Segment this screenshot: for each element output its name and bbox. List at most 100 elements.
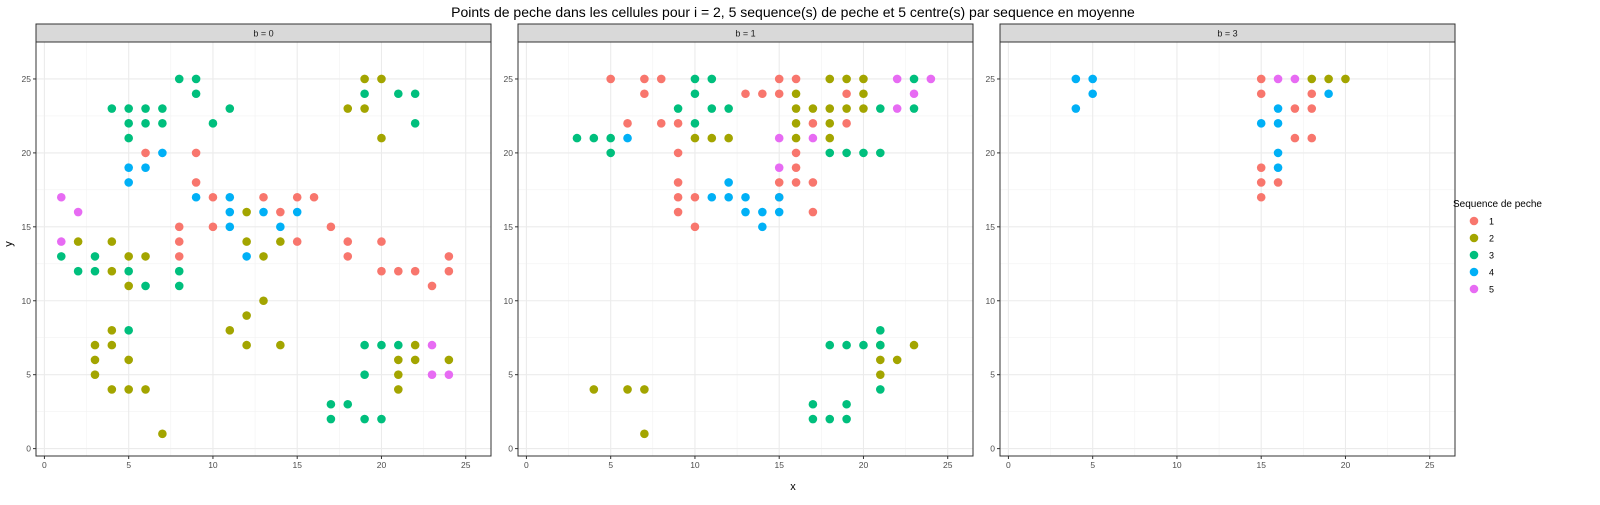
data-point-seq-1 [656, 74, 666, 84]
x-tick-label: 5 [126, 460, 131, 470]
x-tick-label: 15 [774, 460, 784, 470]
data-point-seq-3 [90, 252, 100, 261]
data-point-seq-1 [377, 237, 386, 246]
data-point-seq-2 [90, 355, 100, 365]
data-point-seq-2 [141, 252, 150, 261]
data-point-seq-3 [124, 104, 133, 113]
data-point-seq-4 [758, 222, 767, 232]
data-point-seq-4 [724, 192, 733, 202]
data-point-seq-1 [673, 148, 683, 158]
data-point-seq-1 [191, 178, 201, 187]
legend-entry-label: 3 [1489, 251, 1494, 261]
x-tick-label: 0 [1006, 460, 1011, 470]
data-point-seq-3 [326, 414, 336, 424]
plot-background [36, 42, 491, 456]
chart-title: Points de peche dans les cellules pour i… [451, 4, 1135, 20]
panel-border [999, 41, 1456, 457]
data-point-seq-2 [825, 74, 835, 84]
data-point-seq-3 [690, 119, 700, 128]
data-point-seq-3 [141, 104, 150, 113]
data-point-seq-3 [56, 252, 66, 261]
data-point-seq-3 [394, 340, 403, 350]
data-point-seq-2 [242, 207, 251, 217]
x-tick-label: 0 [524, 460, 529, 470]
facet-strip-label: b = 3 [1217, 29, 1237, 39]
y-tick-label: 5 [26, 370, 31, 380]
data-point-seq-1 [377, 266, 386, 276]
y-tick-label: 0 [508, 444, 513, 454]
data-point-seq-4 [774, 192, 784, 202]
data-point-seq-2 [724, 133, 733, 143]
data-point-seq-3 [673, 104, 683, 113]
data-point-seq-2 [410, 355, 420, 365]
data-point-seq-1 [758, 89, 767, 99]
data-point-seq-3 [208, 119, 218, 128]
data-point-seq-3 [909, 74, 919, 84]
data-point-seq-2 [90, 340, 100, 350]
data-point-seq-3 [589, 133, 599, 143]
y-tick-label: 25 [504, 74, 514, 84]
data-point-seq-2 [690, 133, 700, 143]
data-point-seq-1 [791, 163, 801, 172]
data-point-seq-1 [791, 74, 801, 84]
data-point-seq-1 [208, 192, 218, 202]
data-point-seq-3 [141, 119, 150, 128]
data-point-seq-3 [690, 74, 700, 84]
data-point-seq-2 [259, 252, 268, 261]
data-point-seq-5 [56, 237, 66, 246]
data-point-seq-1 [1256, 89, 1266, 99]
data-point-seq-4 [225, 207, 235, 217]
data-point-seq-1 [1290, 133, 1300, 143]
data-point-seq-2 [141, 385, 150, 394]
data-point-seq-3 [394, 89, 403, 99]
data-point-seq-2 [276, 340, 285, 350]
data-point-seq-2 [707, 133, 717, 143]
data-point-seq-1 [394, 266, 403, 276]
facet-panels: b = 0 0 5 10 15 20 25 0 5 10 15 20 25 b = 1 0 5 10 15 20 25… [22, 23, 1456, 470]
data-point-seq-5 [1273, 74, 1283, 84]
data-point-seq-2 [107, 237, 117, 246]
data-point-seq-3 [158, 119, 167, 128]
legend-entry-label: 2 [1489, 234, 1494, 244]
data-point-seq-2 [410, 340, 420, 350]
data-point-seq-3 [825, 148, 835, 158]
data-point-seq-1 [1307, 133, 1317, 143]
data-point-seq-3 [724, 104, 733, 113]
data-point-seq-1 [444, 266, 454, 276]
data-point-seq-3 [842, 148, 851, 158]
data-point-seq-1 [343, 237, 353, 246]
data-point-seq-4 [741, 207, 750, 217]
data-point-seq-2 [876, 370, 885, 379]
data-point-seq-1 [808, 178, 818, 187]
data-point-seq-2 [640, 385, 649, 394]
y-tick-label: 10 [504, 296, 514, 306]
data-point-seq-2 [90, 370, 100, 379]
data-point-seq-1 [1307, 104, 1317, 113]
data-point-seq-3 [124, 133, 133, 143]
x-tick-label: 15 [1256, 460, 1266, 470]
y-tick-label: 10 [22, 296, 32, 306]
data-point-seq-1 [640, 89, 649, 99]
legend-swatch [1469, 250, 1479, 260]
data-point-seq-5 [427, 370, 437, 379]
data-point-seq-3 [141, 281, 150, 291]
x-tick-label: 10 [208, 460, 218, 470]
data-point-seq-3 [707, 104, 717, 113]
legend-swatch [1469, 216, 1479, 226]
data-point-seq-2 [808, 104, 818, 113]
data-point-seq-2 [377, 133, 386, 143]
data-point-seq-2 [842, 74, 851, 84]
legend: Sequence de peche 1 2 3 4 5 [1453, 199, 1542, 297]
data-point-seq-2 [859, 104, 868, 113]
data-point-seq-4 [158, 148, 167, 158]
data-point-seq-1 [276, 207, 285, 217]
data-point-seq-3 [73, 266, 83, 276]
data-point-seq-3 [876, 385, 885, 394]
facet-strip-label: b = 0 [253, 29, 273, 39]
data-point-seq-1 [174, 237, 184, 246]
data-point-seq-3 [690, 89, 700, 99]
data-point-seq-1 [309, 192, 319, 202]
y-tick-label: 10 [986, 296, 996, 306]
